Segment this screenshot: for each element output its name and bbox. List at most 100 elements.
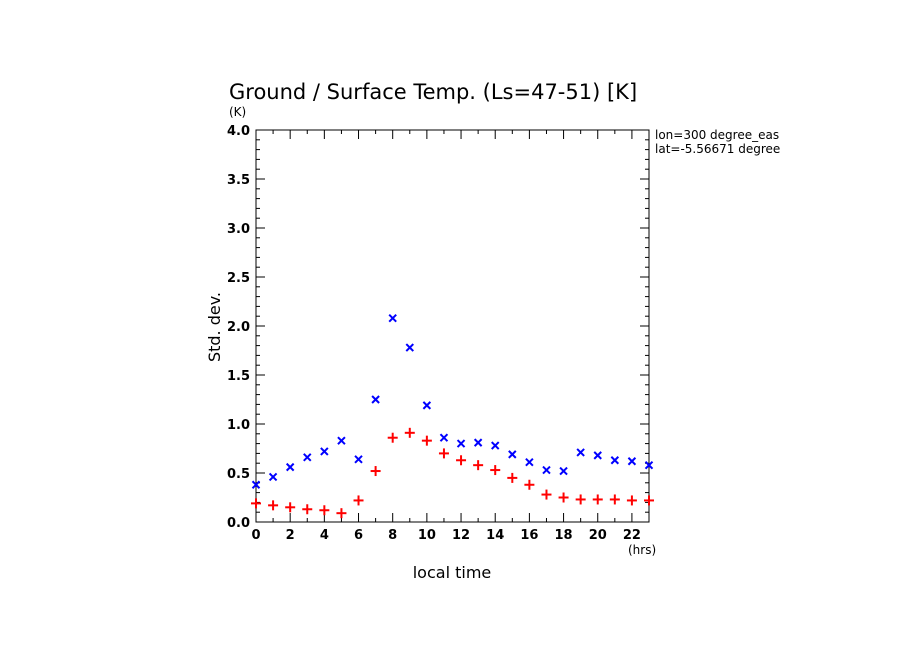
x-marker-point — [644, 460, 654, 470]
x-marker-point — [405, 343, 414, 352]
annotation-lat: lat=-5.56671 degree — [655, 142, 780, 156]
x-tick-label: 10 — [418, 528, 436, 543]
x-tick-label: 6 — [354, 528, 363, 543]
plus-marker-point — [251, 498, 261, 509]
x-marker-point — [610, 456, 620, 465]
x-marker-point — [508, 450, 517, 459]
x-marker-point — [285, 462, 295, 472]
x-marker-point — [559, 466, 568, 476]
x-marker-stroke — [422, 401, 432, 410]
plus-marker-point — [438, 448, 449, 459]
x-marker-stroke — [388, 313, 397, 323]
y-tick-label: 1.5 — [227, 369, 250, 384]
x-marker-stroke — [251, 480, 261, 489]
x-marker-point — [337, 436, 346, 445]
x-marker-stroke — [405, 343, 414, 352]
x-marker-point — [354, 455, 363, 464]
plus-marker-point — [285, 502, 296, 513]
plus-marker-point — [336, 508, 347, 519]
x-tick-label: 12 — [452, 528, 470, 543]
x-tick-label: 20 — [589, 528, 607, 543]
y-axis-label: Std. dev. — [205, 292, 224, 362]
y-unit: (K) — [229, 105, 246, 119]
x-marker-point — [251, 480, 261, 489]
x-tick-label: 0 — [251, 528, 260, 543]
y-tick-label: 3.5 — [227, 173, 250, 188]
plus-marker-point — [524, 479, 535, 490]
x-marker-point — [320, 447, 329, 456]
plus-marker-point — [541, 489, 552, 500]
x-tick-label: 8 — [388, 528, 397, 543]
plus-marker-point — [353, 495, 364, 506]
plus-marker-point — [609, 494, 620, 505]
x-marker-stroke — [337, 436, 346, 445]
y-tick-label: 1.0 — [227, 418, 250, 433]
x-tick-label: 2 — [286, 528, 295, 543]
x-marker-stroke — [644, 460, 654, 470]
plus-marker-point — [626, 495, 637, 506]
x-marker-stroke — [576, 448, 585, 457]
y-tick-label: 2.0 — [227, 320, 250, 335]
x-marker-point — [422, 401, 432, 410]
x-axis-label: local time — [413, 563, 492, 582]
x-marker-point — [627, 457, 637, 466]
plus-marker-point — [490, 465, 501, 476]
plus-marker-point — [473, 460, 484, 471]
y-tick-label: 4.0 — [227, 124, 250, 139]
x-marker-point — [576, 448, 585, 457]
plus-marker-point — [558, 492, 569, 503]
x-marker-stroke — [303, 453, 312, 462]
x-tick-label: 16 — [520, 528, 538, 543]
plus-marker-point — [268, 500, 279, 511]
x-marker-stroke — [525, 458, 534, 467]
plus-marker-point — [592, 494, 603, 505]
x-tick-label: 4 — [320, 528, 329, 543]
x-marker-point — [303, 453, 312, 462]
x-marker-stroke — [285, 462, 295, 472]
data-marks — [251, 313, 654, 519]
plus-marker-point — [404, 427, 415, 438]
x-marker-point — [473, 438, 483, 447]
x-marker-stroke — [439, 433, 449, 442]
x-marker-stroke — [491, 441, 500, 450]
x-marker-stroke — [473, 438, 483, 447]
plus-marker-point — [302, 504, 313, 515]
x-marker-stroke — [320, 447, 329, 456]
x-marker-point — [268, 472, 278, 482]
axes: 0.0 0.5 1.0 1.5 2.0 2.5 3.0 3.5 4.0 0 2 4 6 8 10 12 14 16… — [227, 124, 650, 543]
plus-marker-point — [456, 455, 467, 466]
plus-marker-point — [575, 494, 586, 505]
x-marker-stroke — [627, 457, 637, 466]
x-marker-point — [388, 313, 397, 323]
x-marker-stroke — [354, 455, 363, 464]
y-tick-label: 0.5 — [227, 467, 250, 482]
x-marker-point — [542, 465, 551, 475]
x-marker-stroke — [559, 466, 568, 476]
x-marker-point — [593, 451, 602, 460]
x-marker-stroke — [456, 439, 466, 448]
plus-marker-point — [319, 505, 330, 516]
y-tick-label: 0.0 — [227, 516, 250, 531]
x-marker-point — [371, 395, 380, 404]
x-marker-stroke — [593, 451, 602, 460]
plus-marker-point — [387, 432, 398, 443]
x-marker-stroke — [268, 472, 278, 482]
x-tick-label: 14 — [486, 528, 504, 543]
x-marker-stroke — [542, 465, 551, 475]
y-tick-label: 2.5 — [227, 271, 250, 286]
annotation-lon: lon=300 degree_eas — [655, 128, 779, 142]
x-marker-point — [456, 439, 466, 448]
x-marker-stroke — [508, 450, 517, 459]
plus-marker-point — [421, 435, 432, 446]
x-marker-stroke — [610, 456, 620, 465]
y-tick-label: 3.0 — [227, 222, 250, 237]
plus-marker-point — [507, 472, 518, 483]
x-tick-label: 22 — [623, 528, 641, 543]
x-marker-point — [525, 458, 534, 467]
x-unit: (hrs) — [628, 543, 656, 557]
plus-marker-point — [370, 466, 381, 477]
x-marker-stroke — [371, 395, 380, 404]
x-marker-point — [491, 441, 500, 450]
plus-marker-point — [644, 495, 654, 506]
